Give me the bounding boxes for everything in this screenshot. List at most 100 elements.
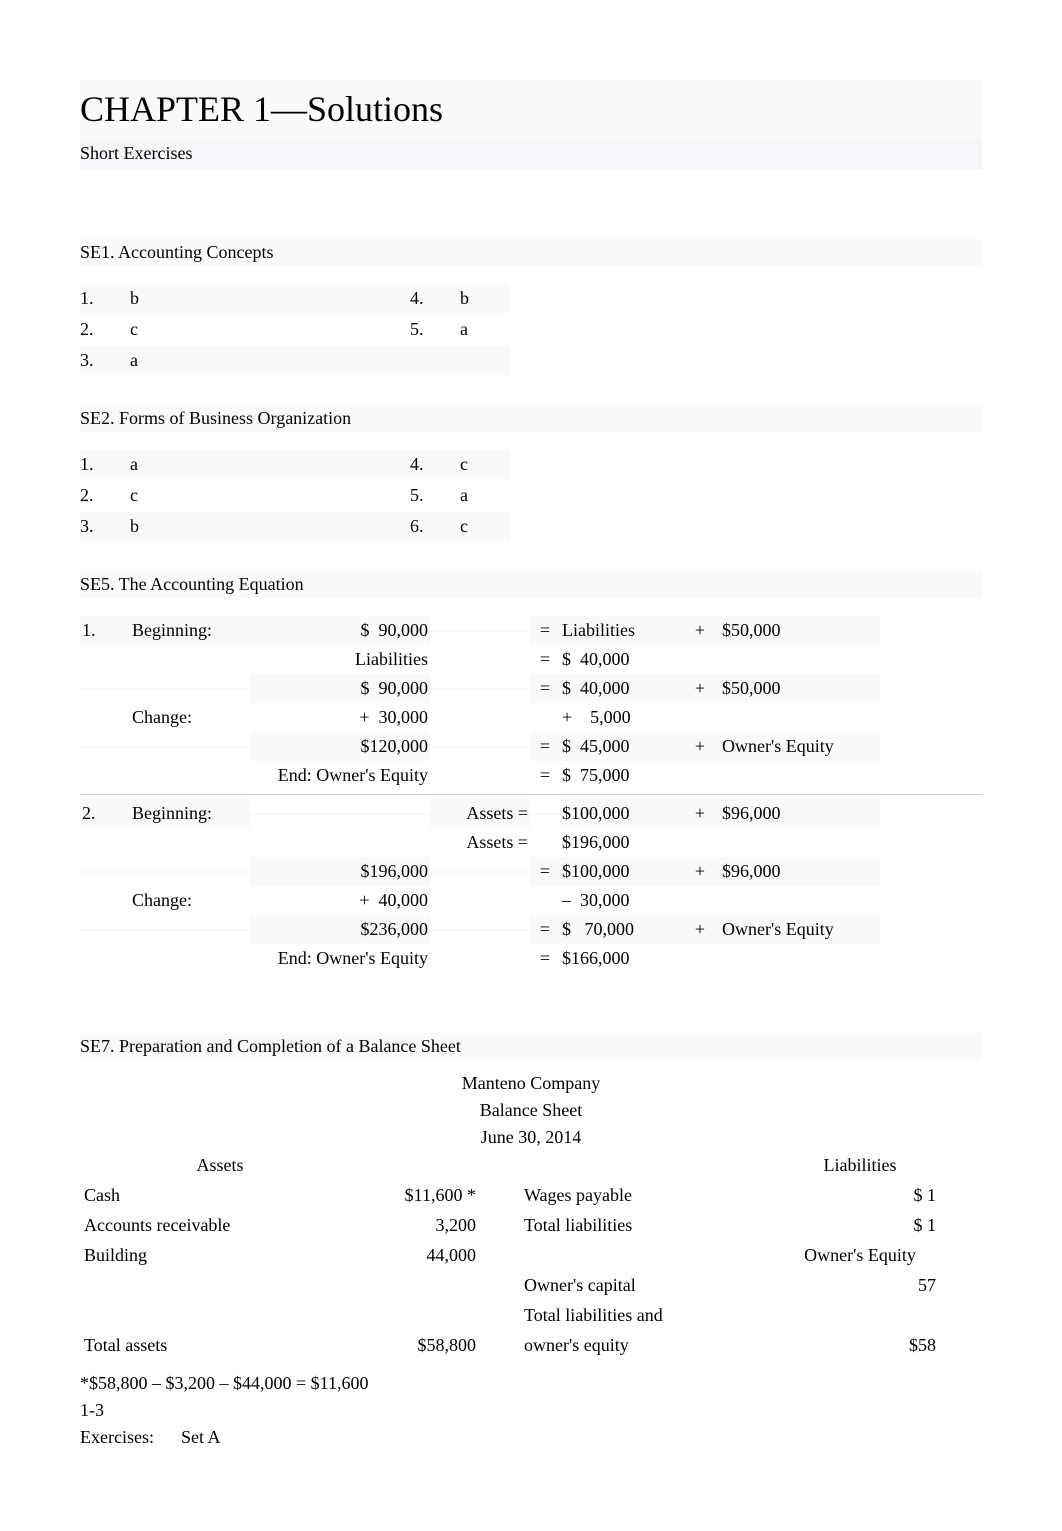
eq-val: Owner's Equity	[720, 732, 880, 761]
asset-amt: $11,600 *	[360, 1181, 480, 1210]
total-right: $58	[780, 1331, 940, 1360]
eq-num: 2.	[80, 799, 130, 828]
eq-val: Liabilities	[560, 616, 680, 645]
eq-val	[250, 813, 430, 815]
eq-assets	[430, 659, 530, 661]
eq-op: +	[680, 732, 720, 761]
eq-op	[680, 659, 720, 661]
mc-ans: a	[130, 346, 410, 375]
oe-amt: 57	[780, 1271, 940, 1300]
se7-label: SE7. Preparation and Completion of a Bal…	[80, 1033, 982, 1060]
eq-val: $ 90,000	[250, 674, 430, 703]
eq-val: + 5,000	[560, 703, 680, 732]
eq-sign	[530, 842, 560, 844]
eq-val	[720, 900, 880, 902]
mc-ans: c	[460, 450, 510, 479]
bs-grid: Assets Liabilities Cash $11,600 * Wages …	[80, 1151, 982, 1360]
eq-op: +	[680, 799, 720, 828]
se2-grid: 1. a 4. c 2. c 5. a 3. b 6. c	[80, 450, 982, 541]
eq-assets	[430, 717, 530, 719]
eq-sign: =	[530, 915, 560, 944]
eq-desc	[130, 958, 250, 960]
eq-val: $236,000	[250, 915, 430, 944]
mc-num: 6.	[410, 512, 460, 541]
eq-val: $ 70,000	[560, 915, 680, 944]
se5-label: SE5. The Accounting Equation	[80, 571, 982, 598]
se1-label: SE1. Accounting Concepts	[80, 239, 982, 266]
eq-assets	[430, 746, 530, 748]
eq-val	[720, 717, 880, 719]
mc-ans: a	[460, 481, 510, 510]
eq-assets	[430, 929, 530, 931]
eq-op	[680, 842, 720, 844]
eq-val: $ 75,000	[560, 761, 680, 790]
eq-desc: Change:	[130, 886, 250, 915]
eq-val: $96,000	[720, 857, 880, 886]
total-right-label: owner's equity	[520, 1331, 780, 1360]
assets-head: Assets	[80, 1151, 360, 1180]
eq-sign: =	[530, 645, 560, 674]
eq-val: $ 40,000	[560, 674, 680, 703]
asset-amt: 3,200	[360, 1211, 480, 1240]
total-label: Total liabilities and	[520, 1301, 780, 1330]
eq-val: Liabilities	[250, 645, 430, 674]
eq-assets	[430, 688, 530, 690]
eq-desc	[130, 929, 250, 931]
se5-p2: 2.Beginning:Assets =$100,000+$96,000Asse…	[80, 799, 982, 973]
eq-sign: =	[530, 944, 560, 973]
eq-val: $100,000	[560, 799, 680, 828]
eq-val: $50,000	[720, 616, 880, 645]
liab-label: Total liabilities	[520, 1211, 780, 1240]
mc-ans: b	[130, 512, 410, 541]
asset-amt: 44,000	[360, 1241, 480, 1270]
eq-val: $120,000	[250, 732, 430, 761]
eq-op: +	[680, 857, 720, 886]
eq-val	[720, 775, 880, 777]
eq-val: $96,000	[720, 799, 880, 828]
eq-desc	[130, 746, 250, 748]
eq-val: + 40,000	[250, 886, 430, 915]
eq-num	[80, 958, 130, 960]
eq-num	[80, 717, 130, 719]
mc-ans: c	[460, 512, 510, 541]
eq-val: + 30,000	[250, 703, 430, 732]
set-label: Set A	[181, 1427, 221, 1447]
eq-num	[80, 659, 130, 661]
mc-num	[410, 346, 460, 375]
calc-note: *$58,800 – $3,200 – $44,000 = $11,600	[80, 1370, 982, 1397]
mc-num: 1.	[80, 284, 130, 313]
eq-sign	[530, 813, 560, 815]
mc-ans: b	[460, 284, 510, 313]
eq-val	[720, 958, 880, 960]
page-num: 1-3	[80, 1397, 982, 1424]
eq-val: Owner's Equity	[720, 915, 880, 944]
mc-num: 3.	[80, 346, 130, 375]
eq-val: End: Owner's Equity	[250, 944, 430, 973]
asset-label: Building	[80, 1241, 360, 1270]
eq-sign: =	[530, 761, 560, 790]
mc-ans: a	[130, 450, 410, 479]
bs-date: June 30, 2014	[80, 1124, 982, 1151]
total-assets-label: Total assets	[80, 1331, 360, 1360]
eq-desc	[130, 688, 250, 690]
eq-assets	[430, 871, 530, 873]
asset-label: Accounts receivable	[80, 1211, 360, 1240]
eq-sign: =	[530, 616, 560, 645]
eq-num	[80, 775, 130, 777]
mc-num: 5.	[410, 481, 460, 510]
mc-num: 1.	[80, 450, 130, 479]
eq-val	[720, 842, 880, 844]
mc-ans: a	[460, 315, 510, 344]
mc-num: 3.	[80, 512, 130, 541]
liab-head: Liabilities	[780, 1151, 940, 1180]
eq-num	[80, 746, 130, 748]
asset-label: Cash	[80, 1181, 360, 1210]
eq-sign: =	[530, 674, 560, 703]
eq-sign: =	[530, 732, 560, 761]
eq-val: $196,000	[560, 828, 680, 857]
exercises-label: Exercises:	[80, 1427, 154, 1447]
oe-head: Owner's Equity	[780, 1241, 940, 1270]
mc-num: 5.	[410, 315, 460, 344]
mc-ans: b	[130, 284, 410, 313]
eq-desc	[130, 775, 250, 777]
